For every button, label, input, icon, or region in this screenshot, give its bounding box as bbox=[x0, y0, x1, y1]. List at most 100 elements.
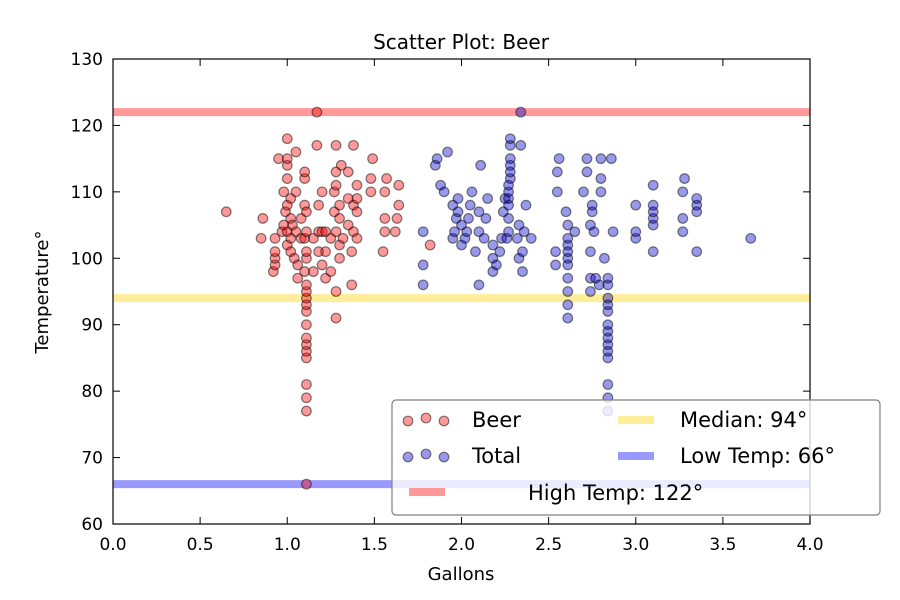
data-point bbox=[464, 199, 476, 211]
x-tick-label: 2.5 bbox=[535, 535, 562, 555]
data-point bbox=[301, 319, 312, 331]
data-point bbox=[745, 232, 757, 244]
data-point bbox=[301, 478, 312, 490]
data-point bbox=[337, 232, 349, 244]
data-point bbox=[630, 199, 642, 211]
x-tick-label: 0.5 bbox=[187, 535, 214, 555]
data-point bbox=[470, 246, 481, 258]
data-point bbox=[466, 186, 478, 198]
data-point bbox=[417, 279, 429, 291]
data-point bbox=[562, 286, 574, 297]
y-tick-label: 70 bbox=[81, 449, 103, 469]
data-point bbox=[442, 146, 453, 158]
x-axis-label: Gallons bbox=[428, 564, 495, 585]
data-point bbox=[602, 319, 614, 331]
data-point bbox=[299, 166, 311, 178]
data-point bbox=[562, 272, 574, 284]
data-point bbox=[586, 199, 598, 211]
legend-label-low: Low Temp: 66° bbox=[680, 444, 835, 468]
data-point bbox=[348, 139, 359, 151]
x-tick-label: 1.5 bbox=[361, 535, 388, 555]
data-point bbox=[473, 206, 485, 218]
data-point bbox=[301, 226, 312, 238]
data-point bbox=[379, 226, 391, 238]
data-point bbox=[515, 106, 527, 118]
data-point bbox=[391, 213, 403, 224]
data-point bbox=[585, 246, 596, 258]
data-point bbox=[281, 173, 293, 184]
x-tick-label: 2.0 bbox=[448, 535, 475, 555]
data-point bbox=[588, 226, 600, 238]
data-point bbox=[292, 272, 304, 284]
y-tick-label: 120 bbox=[71, 116, 103, 136]
data-point bbox=[475, 159, 487, 171]
data-point bbox=[351, 206, 363, 218]
data-point bbox=[581, 166, 593, 178]
data-point bbox=[311, 139, 323, 151]
data-point bbox=[511, 232, 523, 244]
series-beer bbox=[220, 106, 436, 490]
data-point bbox=[301, 332, 312, 344]
data-point bbox=[679, 173, 690, 184]
data-point bbox=[607, 226, 619, 238]
legend-label-beer: Beer bbox=[472, 408, 521, 432]
y-axis: 60 70 80 90 100 110 120 130 bbox=[71, 50, 810, 535]
data-point bbox=[290, 186, 302, 198]
data-point bbox=[449, 226, 460, 238]
data-point bbox=[562, 312, 574, 324]
data-point bbox=[553, 153, 565, 165]
data-point bbox=[346, 246, 358, 258]
data-point bbox=[316, 186, 328, 198]
data-point bbox=[515, 139, 527, 151]
data-point bbox=[365, 186, 377, 198]
data-point bbox=[330, 286, 342, 297]
data-point bbox=[334, 213, 345, 224]
data-point bbox=[463, 213, 474, 224]
data-point bbox=[367, 153, 379, 165]
data-point bbox=[595, 153, 607, 165]
data-point bbox=[301, 405, 312, 417]
data-point bbox=[424, 239, 436, 251]
x-tick-label: 0.0 bbox=[99, 535, 126, 555]
data-point bbox=[301, 279, 312, 291]
x-tick-label: 3.5 bbox=[709, 535, 736, 555]
data-point bbox=[473, 279, 485, 291]
data-point bbox=[330, 312, 342, 324]
legend-label-median: Median: 94° bbox=[680, 408, 807, 432]
data-point bbox=[598, 252, 610, 264]
data-point bbox=[351, 179, 363, 191]
data-point bbox=[518, 226, 530, 238]
data-point bbox=[480, 213, 492, 224]
data-point bbox=[311, 106, 323, 118]
data-point bbox=[520, 199, 532, 211]
data-point bbox=[301, 206, 312, 218]
x-tick-label: 1.0 bbox=[274, 535, 301, 555]
data-point bbox=[320, 246, 331, 258]
data-point bbox=[551, 186, 563, 198]
data-point bbox=[593, 279, 605, 291]
data-point bbox=[550, 246, 561, 258]
data-point bbox=[677, 213, 689, 224]
data-point bbox=[517, 246, 528, 258]
data-point bbox=[602, 272, 614, 284]
data-point bbox=[417, 259, 429, 271]
data-point bbox=[647, 199, 659, 211]
legend-label-total: Total bbox=[471, 444, 521, 468]
data-point bbox=[316, 259, 328, 271]
data-point bbox=[431, 153, 443, 165]
data-point bbox=[269, 232, 281, 244]
data-point bbox=[278, 186, 290, 198]
data-point bbox=[313, 199, 325, 211]
data-point bbox=[334, 199, 345, 211]
data-point bbox=[393, 179, 405, 191]
data-point bbox=[503, 226, 514, 238]
data-point bbox=[490, 259, 502, 271]
data-point bbox=[560, 206, 572, 218]
data-point bbox=[494, 246, 506, 258]
legend-marker-beer bbox=[402, 412, 450, 427]
data-point bbox=[452, 193, 464, 204]
data-point bbox=[273, 153, 284, 165]
data-point bbox=[478, 232, 490, 244]
data-point bbox=[504, 153, 516, 165]
